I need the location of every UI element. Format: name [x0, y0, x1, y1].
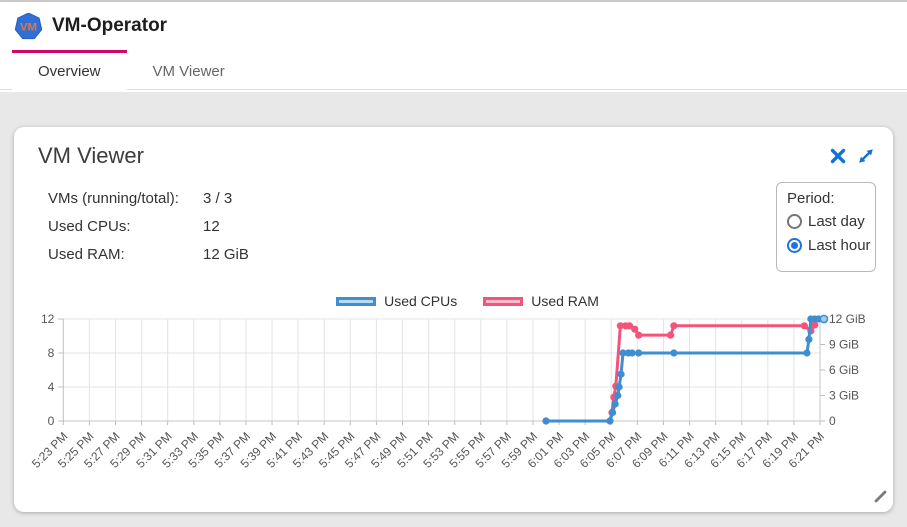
series-point	[819, 314, 829, 324]
series-point	[615, 383, 623, 391]
panel-actions	[829, 147, 875, 165]
series-point	[670, 349, 678, 357]
series-point	[616, 322, 624, 330]
series-point	[628, 349, 636, 357]
series-point	[635, 349, 643, 357]
series-point	[542, 417, 550, 425]
series-point	[635, 331, 643, 339]
usage-line-chart: 5:23 PM5:25 PM5:27 PM5:29 PM5:31 PM5:33 …	[29, 312, 866, 471]
series-point	[811, 321, 819, 329]
tab-overview[interactable]: Overview	[12, 50, 127, 90]
legend-label: Used CPUs	[384, 293, 458, 309]
series-point	[608, 408, 617, 417]
series-point	[614, 391, 622, 400]
stat-label: Used CPUs:	[48, 218, 131, 235]
tab-overview-label: Overview	[38, 63, 101, 80]
series-point	[625, 322, 634, 330]
resize-handle-icon[interactable]	[873, 489, 888, 504]
series-point	[667, 331, 675, 339]
y-left-tick-label: 0	[48, 414, 55, 428]
stat-row-ram: Used RAM: 12 GiB	[48, 241, 249, 269]
vm-operator-logo-icon: VM	[15, 12, 42, 39]
legend-item-used-cpus[interactable]: Used CPUs	[336, 293, 457, 309]
tab-vm-viewer[interactable]: VM Viewer	[127, 50, 251, 90]
y-left-tick-label: 8	[48, 346, 55, 360]
ram-swatch-icon	[483, 296, 524, 306]
app-header: VM VM-Operator	[0, 2, 907, 50]
stat-label: Used RAM:	[48, 246, 125, 263]
close-icon	[830, 148, 846, 164]
y-left-tick-label: 4	[48, 380, 55, 394]
panel-title: VM Viewer	[38, 143, 144, 168]
app-title: VM-Operator	[52, 15, 168, 36]
y-right-tick-label: 0	[829, 414, 836, 428]
series-point	[606, 417, 614, 425]
cpu-swatch-icon	[336, 296, 377, 306]
legend-item-used-ram[interactable]: Used RAM	[483, 293, 599, 309]
stat-row-cpus: Used CPUs: 12	[48, 213, 249, 241]
y-left-tick-label: 12	[41, 312, 55, 326]
y-right-tick-label: 12 GiB	[829, 312, 866, 326]
content-area: VM Viewer VMs (running/total): 3 / 3	[0, 92, 907, 527]
series-point	[611, 400, 619, 408]
y-right-tick-label: 6 GiB	[829, 363, 859, 377]
chart-legend: Used CPUs Used RAM	[28, 293, 907, 309]
series-point	[619, 349, 627, 357]
series-point	[670, 322, 678, 330]
radio-last-day-label: Last day	[808, 213, 865, 230]
expand-button[interactable]	[857, 147, 875, 165]
series-line-used-ram	[544, 323, 817, 423]
series-point	[805, 335, 813, 343]
expand-icon	[859, 149, 873, 163]
legend-label: Used RAM	[531, 293, 599, 309]
radio-circle-icon[interactable]	[787, 214, 802, 229]
radio-circle-icon[interactable]	[787, 238, 802, 253]
series-point	[803, 349, 811, 357]
stat-value: 3 / 3	[203, 190, 233, 207]
period-label: Period:	[787, 190, 835, 207]
y-right-tick-label: 3 GiB	[829, 389, 859, 403]
vm-stats: VMs (running/total): 3 / 3 Used CPUs: 12…	[48, 185, 249, 269]
close-button[interactable]	[829, 147, 847, 165]
series-point	[631, 325, 639, 333]
vm-viewer-panel: VM Viewer VMs (running/total): 3 / 3	[14, 127, 893, 512]
series-point	[617, 370, 625, 378]
tab-bar: Overview VM Viewer	[0, 50, 907, 90]
radio-last-hour[interactable]: Last hour	[787, 237, 875, 254]
stat-value: 12 GiB	[203, 246, 249, 263]
stat-row-vms: VMs (running/total): 3 / 3	[48, 185, 249, 213]
series-point	[800, 322, 808, 330]
radio-last-hour-label: Last hour	[808, 237, 871, 254]
stat-label: VMs (running/total):	[48, 190, 179, 207]
stat-value: 12	[203, 218, 220, 235]
logo-text: VM	[20, 21, 37, 33]
y-right-tick-label: 9 GiB	[829, 338, 859, 352]
period-selector: Period: Last day Last hour	[776, 182, 876, 272]
tab-vm-viewer-label: VM Viewer	[152, 63, 225, 80]
radio-last-day[interactable]: Last day	[787, 213, 875, 230]
series-line-used-cpus	[544, 317, 826, 423]
